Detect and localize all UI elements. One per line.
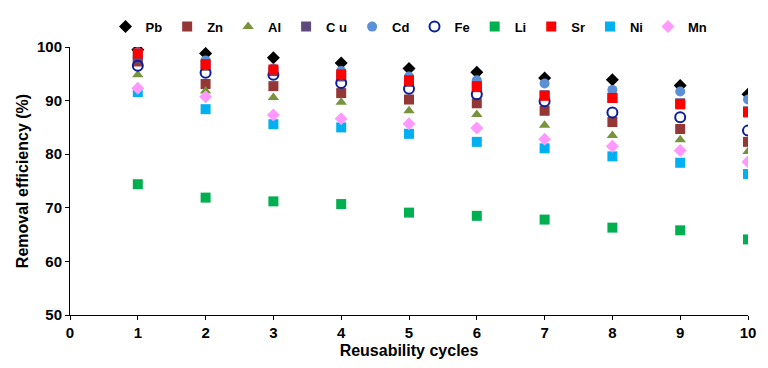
svg-text:1: 1 [134,324,142,341]
svg-text:2: 2 [201,324,209,341]
svg-text:10: 10 [740,324,757,341]
svg-text:Mn: Mn [688,20,707,35]
svg-text:3: 3 [269,324,277,341]
svg-text:8: 8 [608,324,616,341]
svg-text:Ni: Ni [630,20,643,35]
svg-text:80: 80 [45,145,62,162]
svg-text:Removal efficiency (%): Removal efficiency (%) [14,94,31,268]
svg-text:50: 50 [45,306,62,323]
svg-text:100: 100 [37,38,62,55]
svg-text:0: 0 [66,324,74,341]
svg-text:6: 6 [473,324,481,341]
svg-text:7: 7 [540,324,548,341]
svg-text:Fe: Fe [455,20,470,35]
svg-text:5: 5 [405,324,413,341]
svg-text:Cd: Cd [392,20,409,35]
svg-text:Pb: Pb [146,20,163,35]
svg-text:90: 90 [45,92,62,109]
svg-text:Zn: Zn [207,20,223,35]
svg-text:Sr: Sr [571,20,585,35]
svg-text:C u: C u [326,20,347,35]
svg-text:60: 60 [45,253,62,270]
svg-text:70: 70 [45,199,62,216]
svg-text:Al: Al [268,20,281,35]
svg-text:Li: Li [515,20,527,35]
svg-text:Reusability cycles: Reusability cycles [340,342,479,359]
svg-text:9: 9 [676,324,684,341]
svg-text:4: 4 [337,324,346,341]
